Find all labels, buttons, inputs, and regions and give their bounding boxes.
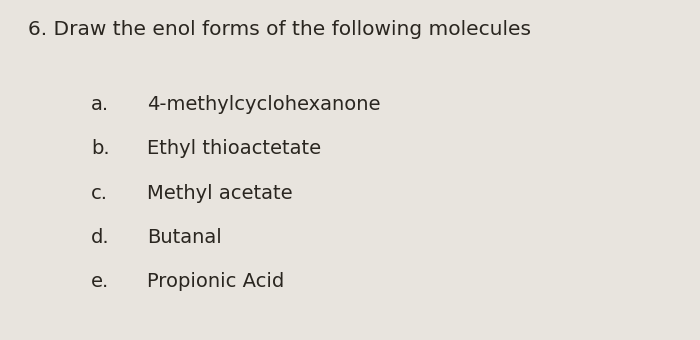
- Text: c.: c.: [91, 184, 108, 203]
- Text: Propionic Acid: Propionic Acid: [147, 272, 284, 291]
- Text: 4-methylcyclohexanone: 4-methylcyclohexanone: [147, 95, 381, 114]
- Text: Methyl acetate: Methyl acetate: [147, 184, 293, 203]
- Text: e.: e.: [91, 272, 109, 291]
- Text: Ethyl thioactetate: Ethyl thioactetate: [147, 139, 321, 158]
- Text: b.: b.: [91, 139, 110, 158]
- Text: a.: a.: [91, 95, 109, 114]
- Text: 6. Draw the enol forms of the following molecules: 6. Draw the enol forms of the following …: [28, 20, 531, 39]
- Text: Butanal: Butanal: [147, 228, 222, 247]
- Text: d.: d.: [91, 228, 110, 247]
